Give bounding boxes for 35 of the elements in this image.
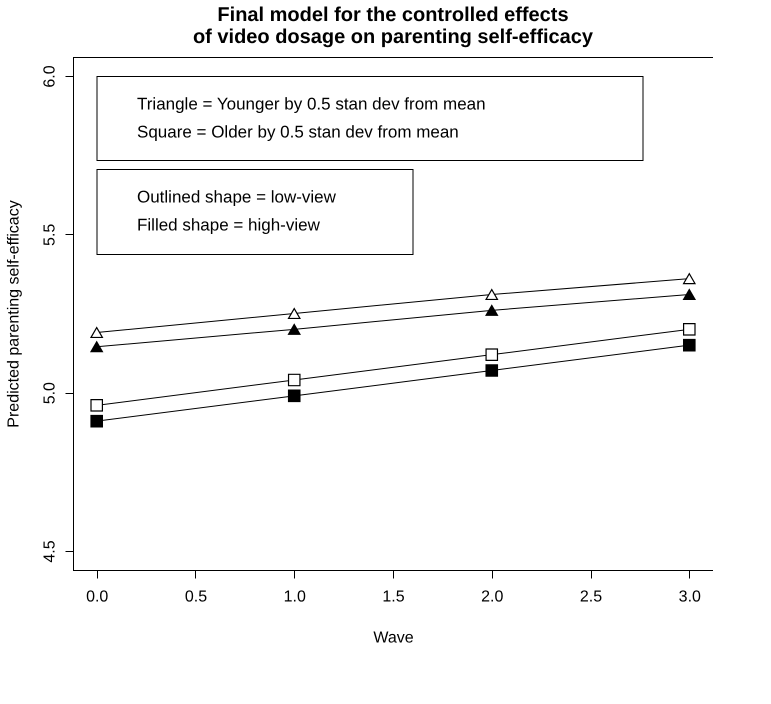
point [288,390,301,402]
x-axis-title: Wave [373,630,414,646]
x-tick-label: 2.5 [580,588,602,606]
text: of video dosage on parenting self-efficacy [192,26,594,48]
point [682,338,696,352]
y-tick-label: 5.5 [42,224,58,246]
point [288,374,301,386]
annotation: Outlined shape = low-view [137,188,337,206]
point [682,323,696,336]
point [90,414,104,428]
point [485,288,498,300]
x-tick-label: 1.0 [284,588,306,606]
y-tick-label: 4.5 [42,540,58,563]
x-tick-label: 1.5 [382,588,405,606]
annotation: Filled shape = high-view [137,216,321,234]
point [90,341,104,352]
point [485,304,498,316]
text: Final model for the controlled effects [217,4,569,26]
point [485,348,498,361]
annotation: Triangle = Younger by 0.5 stan dev from mean [137,94,486,114]
point [485,364,498,377]
x-tick-label: 3.0 [678,588,702,606]
point [682,288,696,300]
y-tick-label: 5.0 [42,382,58,404]
point [682,273,696,284]
point [90,326,104,338]
point [288,324,301,335]
x-tick-label: 0.0 [86,588,108,606]
point [90,399,104,412]
point [288,308,301,320]
x-tick-label: 0.5 [184,588,208,606]
x-tick-label: 2.0 [481,588,504,606]
annotation: Square = Older by 0.5 stan dev from mean [137,122,459,142]
y-tick-label: 6.0 [42,65,58,88]
y-axis-title: Predicted parenting self-efficacy [6,200,22,428]
